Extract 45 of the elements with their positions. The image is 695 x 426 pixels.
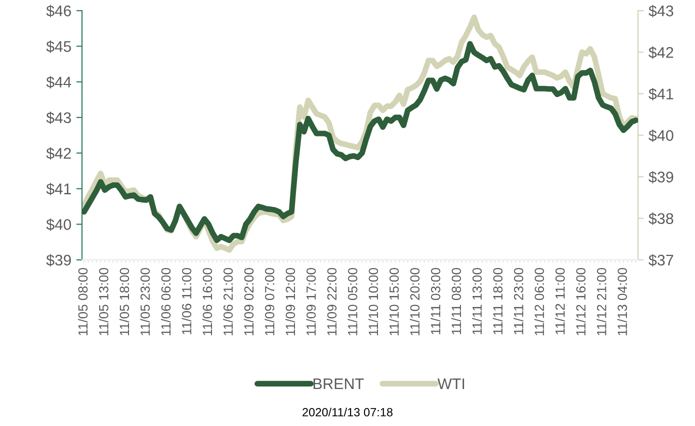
- x-tick-label: 11/10 05:00: [348, 268, 358, 336]
- y2-tick-label: $37: [648, 254, 674, 266]
- x-tick-label: 11/12 21:00: [596, 268, 606, 336]
- x-tick-label: 11/11 13:00: [472, 268, 482, 334]
- y-tick-label: $39: [46, 254, 71, 266]
- y2-tick-label: $41: [648, 88, 674, 100]
- x-tick-label: 11/09 07:00: [264, 268, 274, 336]
- x-tick-label: 11/05 13:00: [98, 268, 108, 336]
- y2-tick-label: $43: [648, 4, 674, 18]
- x-tick-label: 11/05 23:00: [140, 268, 150, 336]
- x-tick-label: 11/11 23:00: [514, 268, 524, 334]
- x-tick-label: 11/06 06:00: [160, 268, 171, 336]
- y2-tick-label: $40: [648, 129, 674, 142]
- x-tick-label: 11/06 21:00: [223, 268, 233, 336]
- x-tick-label: 11/09 02:00: [244, 268, 254, 336]
- x-tick-label: 11/10 10:00: [368, 268, 378, 336]
- y-tick-label: $46: [46, 4, 71, 18]
- y2-tick-label: $42: [648, 46, 674, 59]
- x-tick-label: 11/06 11:00: [182, 268, 192, 334]
- y-tick-label: $42: [46, 147, 71, 160]
- legend-label: WTI: [438, 378, 464, 390]
- x-tick-label: 11/09 17:00: [306, 268, 316, 336]
- x-tick-label: 11/10 15:00: [389, 268, 399, 336]
- x-tick-label: 11/06 16:00: [202, 268, 212, 336]
- y-tick-label: $40: [46, 218, 71, 231]
- y2-tick-label: $38: [648, 212, 674, 225]
- legend-label: BRENT: [314, 378, 364, 390]
- x-tick-label: 11/12 11:00: [555, 268, 565, 334]
- x-tick-label: 11/11 08:00: [451, 268, 462, 334]
- x-tick-label: 11/09 22:00: [326, 268, 337, 336]
- y-tick-label: $45: [46, 40, 71, 53]
- x-tick-label: 11/13 04:00: [617, 268, 628, 336]
- x-tick-label: 11/12 06:00: [534, 268, 544, 336]
- text: 2020/11/13 07:18: [302, 408, 393, 416]
- x-tick-label: 11/05 18:00: [119, 268, 130, 336]
- x-tick-label: 11/05 08:00: [78, 268, 88, 336]
- x-tick-label: 11/12 16:00: [576, 268, 586, 336]
- y2-tick-label: $39: [648, 171, 674, 184]
- y-tick-label: $41: [46, 182, 71, 196]
- x-tick-label: 11/10 20:00: [410, 268, 420, 336]
- x-tick-label: 11/11 03:00: [430, 268, 440, 334]
- x-tick-label: 11/09 12:00: [285, 268, 296, 336]
- y-tick-label: $43: [46, 112, 71, 124]
- y-tick-label: $44: [46, 76, 72, 88]
- x-tick-label: 11/11 18:00: [492, 268, 503, 334]
